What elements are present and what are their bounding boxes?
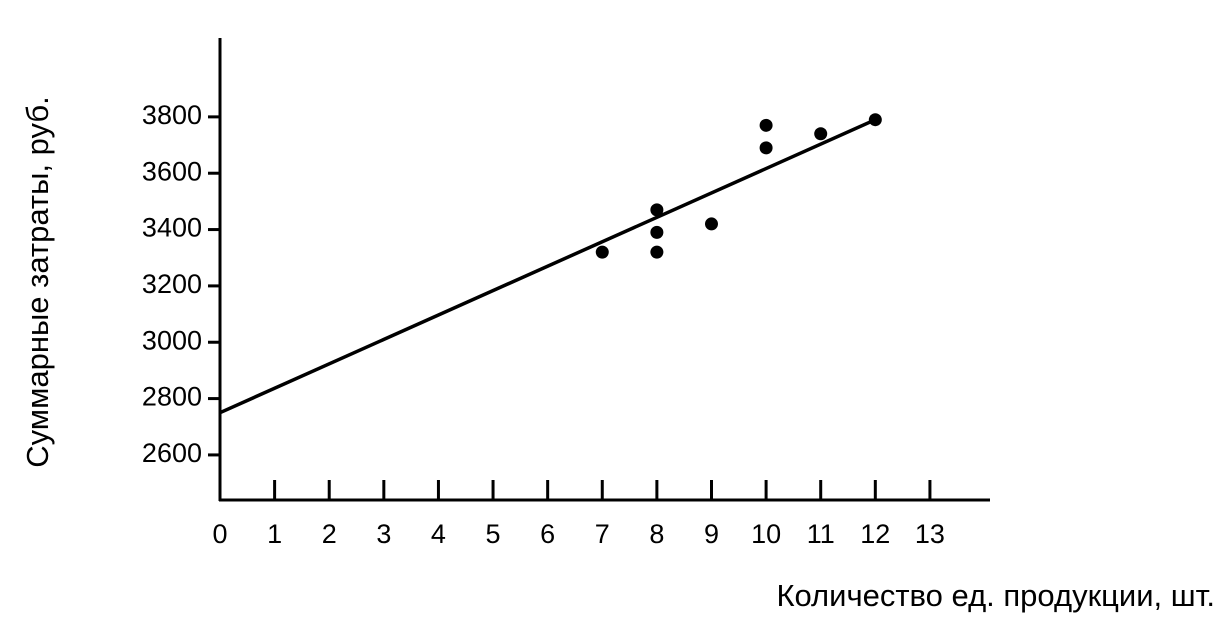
data-point xyxy=(650,203,664,217)
x-tick-label: 2 xyxy=(322,519,337,549)
x-tick-label: 12 xyxy=(860,519,890,549)
y-axis-label: Суммарные затраты, руб. xyxy=(20,96,55,468)
y-tick-label: 2800 xyxy=(142,382,202,412)
x-tick-label: 10 xyxy=(751,519,781,549)
x-tick-label: 6 xyxy=(540,519,555,549)
trend-line xyxy=(219,118,877,415)
y-tick-label: 2600 xyxy=(142,438,202,468)
data-point xyxy=(759,141,773,155)
x-tick-label: 4 xyxy=(431,519,446,549)
x-tick-label: 3 xyxy=(376,519,391,549)
data-point xyxy=(595,245,609,259)
y-tick-label: 3400 xyxy=(142,213,202,243)
x-tick-label: 0 xyxy=(212,519,227,549)
x-axis-label: Количество ед. продукции, шт. xyxy=(776,578,1215,613)
data-point xyxy=(704,217,718,231)
x-tick-label: 5 xyxy=(486,519,501,549)
x-tick-label: 9 xyxy=(704,519,719,549)
y-tick-label: 3600 xyxy=(142,156,202,186)
x-tick-label: 8 xyxy=(649,519,664,549)
data-point xyxy=(814,127,828,141)
data-point xyxy=(650,225,664,239)
y-tick-label: 3000 xyxy=(142,325,202,355)
data-point xyxy=(759,118,773,132)
x-tick-label: 1 xyxy=(267,519,282,549)
data-point xyxy=(868,113,882,127)
x-tick-label: 13 xyxy=(915,519,945,549)
x-tick-label: 11 xyxy=(807,519,835,549)
data-point xyxy=(650,245,664,259)
x-tick-label: 7 xyxy=(595,519,610,549)
y-tick-label: 3200 xyxy=(142,269,202,299)
y-tick-label: 3800 xyxy=(142,100,202,130)
